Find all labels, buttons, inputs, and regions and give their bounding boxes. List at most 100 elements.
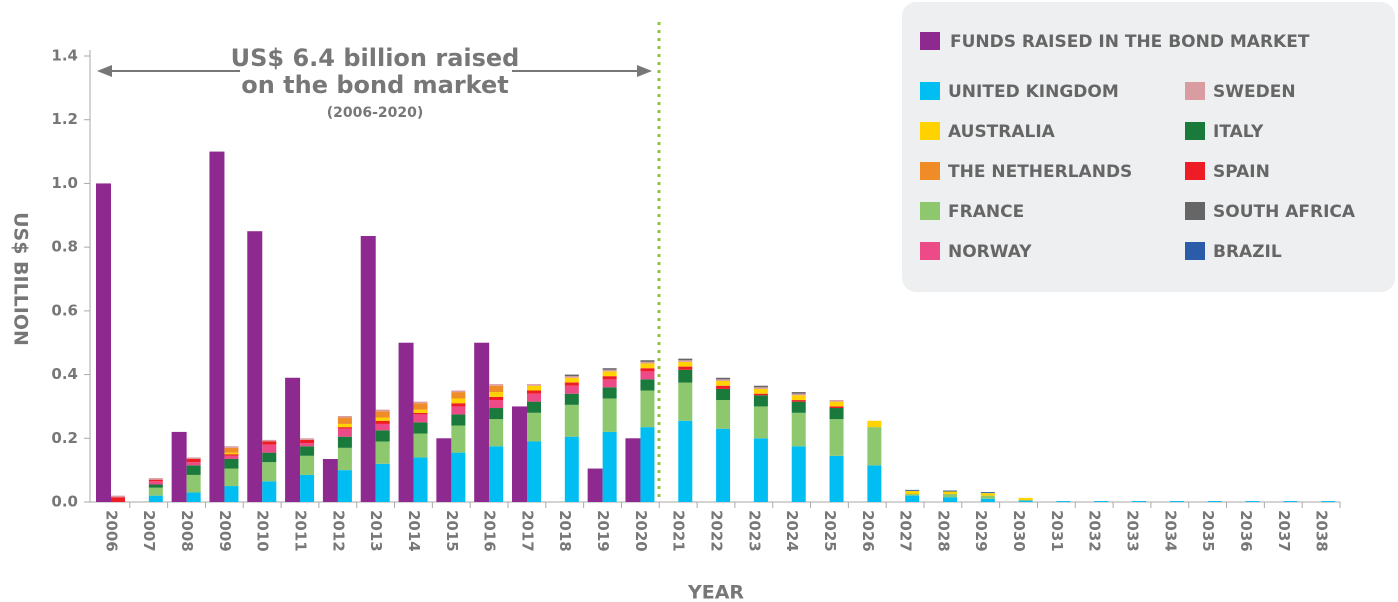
bar-segment: [602, 379, 617, 388]
bar-segment: [564, 436, 579, 502]
bar: [285, 377, 301, 502]
bar-segment: [451, 425, 466, 453]
bar-segment: [1018, 500, 1033, 502]
x-tick-label: 2010: [254, 510, 272, 552]
bar-segment: [527, 412, 541, 442]
bar-segment: [148, 487, 163, 496]
x-tick-label: 2020: [632, 510, 650, 552]
x-tick-label: 2024: [783, 510, 801, 552]
bar-segment: [640, 368, 655, 372]
bar: [171, 431, 187, 502]
annotation: (2006-2020): [327, 105, 424, 121]
bar-segment: [829, 455, 844, 502]
x-tick-label: 2017: [518, 510, 536, 552]
bar: [625, 438, 641, 502]
bar-segment: [451, 414, 466, 426]
x-tick-label: 2026: [859, 510, 877, 552]
x-tick-label: 2009: [216, 510, 234, 552]
bar-segment: [678, 361, 693, 367]
bar-segment: [791, 401, 806, 413]
x-tick-label: 2012: [329, 510, 347, 552]
bar-segment: [753, 385, 768, 388]
legend-swatch: [1185, 82, 1205, 100]
bar-segment: [753, 393, 768, 396]
bar-segment: [300, 439, 315, 444]
bar-segment: [413, 401, 428, 404]
legend-label: SPAIN: [1213, 162, 1270, 182]
x-tick-label: 2015: [443, 510, 461, 552]
bar-segment: [224, 447, 239, 453]
bar-segment: [224, 458, 239, 469]
x-tick-label: 2038: [1313, 510, 1331, 552]
bar-segment: [375, 441, 390, 464]
x-tick-label: 2022: [708, 510, 726, 552]
annotation: US$ 6.4 billion raised: [231, 44, 520, 72]
bar-segment: [678, 382, 693, 421]
bar-segment: [186, 465, 201, 475]
bar-segment: [678, 360, 693, 362]
bar-segment: [943, 491, 957, 495]
x-tick-label: 2023: [745, 510, 763, 552]
bar-segment: [867, 465, 882, 502]
bar-segment: [413, 414, 428, 423]
x-tick-label: 2037: [1275, 510, 1293, 552]
bar: [209, 151, 225, 503]
bar-segment: [186, 492, 201, 502]
bar-segment: [489, 419, 504, 447]
bar: [322, 458, 338, 502]
bar-segment: [829, 401, 844, 407]
bar-segment: [148, 484, 163, 488]
bar-segment: [716, 379, 731, 381]
legend-label: NORWAY: [948, 242, 1032, 262]
bar-segment: [1283, 501, 1298, 502]
bar-segment: [791, 400, 806, 402]
y-axis-label: US$ BILLION: [10, 212, 32, 346]
bar-segment: [375, 420, 390, 424]
bar-segment: [337, 447, 352, 471]
bar-segment: [753, 388, 768, 394]
y-tick-label: 1.2: [51, 110, 78, 128]
legend-box: [902, 2, 1395, 292]
bar-segment: [148, 481, 163, 485]
bar-segment: [905, 489, 920, 491]
bar-segment: [451, 398, 466, 404]
bar-segment: [1321, 501, 1336, 502]
bar-segment: [527, 390, 541, 394]
bar-segment: [148, 479, 163, 482]
bar-segment: [337, 436, 352, 448]
bar-segment: [489, 385, 504, 393]
legend-label: BRAZIL: [1213, 242, 1282, 262]
legend-swatch: [920, 32, 940, 50]
bar-segment: [753, 406, 768, 439]
bar-segment: [224, 446, 239, 448]
bar-segment: [1245, 501, 1260, 502]
bar-segment: [224, 452, 239, 455]
y-tick-label: 0.2: [51, 429, 78, 447]
bar-segment: [564, 404, 579, 437]
bar-segment: [905, 495, 920, 502]
bar-segment: [413, 412, 428, 415]
bar-segment: [640, 360, 655, 362]
bar-segment: [1132, 501, 1147, 502]
bar-segment: [1169, 501, 1184, 502]
x-tick-label: 2030: [1010, 510, 1028, 552]
bar-segment: [1094, 501, 1109, 502]
bar-segment: [640, 361, 655, 364]
x-tick-label: 2034: [1161, 510, 1179, 552]
bar-segment: [451, 452, 466, 502]
bar-segment: [564, 385, 579, 394]
bar-segment: [111, 497, 125, 502]
bar-segment: [262, 462, 277, 482]
legend-swatch: [1185, 242, 1205, 260]
y-tick-label: 0.4: [51, 365, 78, 383]
bar-segment: [1056, 501, 1071, 502]
bar-segment: [186, 457, 201, 459]
bar-segment: [489, 396, 504, 401]
bar-segment: [262, 452, 277, 463]
bar-segment: [980, 492, 995, 494]
bar-segment: [413, 422, 428, 434]
bar-segment: [451, 403, 466, 407]
legend-swatch: [920, 242, 940, 260]
bar-segment: [791, 392, 806, 394]
bar-segment: [489, 446, 504, 502]
